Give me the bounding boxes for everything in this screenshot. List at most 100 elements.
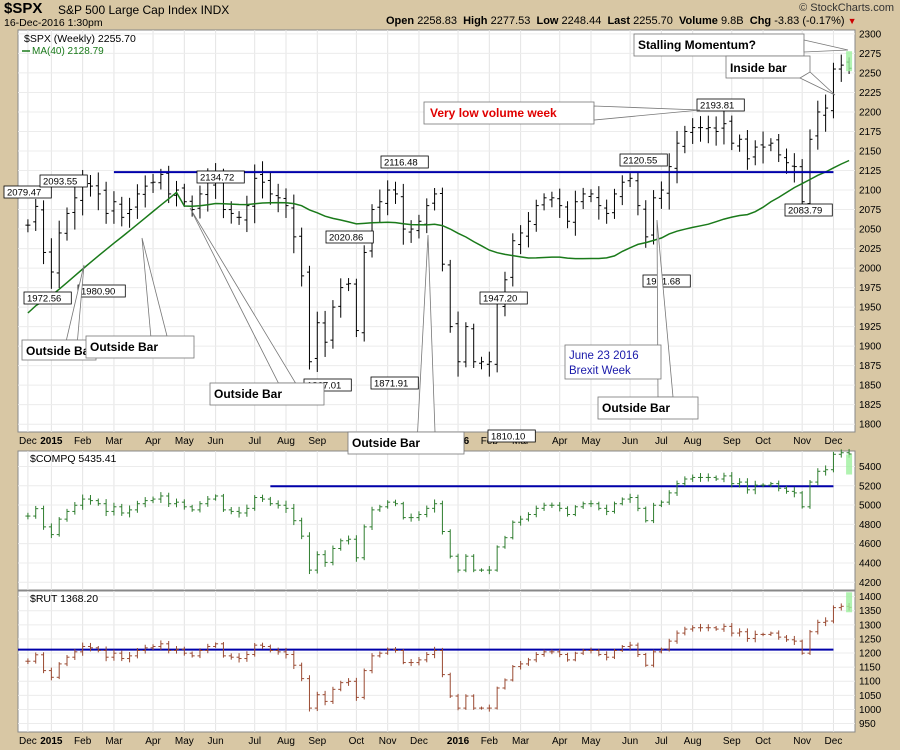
quote-date: 16-Dec-2016 1:30pm bbox=[4, 17, 103, 29]
x-tick-label: Sep bbox=[308, 736, 326, 747]
y-tick-label: 1875 bbox=[859, 361, 882, 372]
annotation-text: Outside Bar bbox=[214, 387, 282, 401]
price-label: 2083.79 bbox=[788, 206, 822, 217]
price-label: 1991.68 bbox=[646, 277, 680, 288]
x-tick-label: May bbox=[175, 736, 194, 747]
price-label-box bbox=[370, 376, 419, 390]
x-tick-label: Apr bbox=[145, 436, 161, 447]
price-label: 1810.10 bbox=[491, 432, 525, 443]
annotation-box bbox=[597, 396, 699, 420]
y-tick-label: 1925 bbox=[859, 322, 882, 333]
x-tick-label: Apr bbox=[552, 436, 568, 447]
y-tick-label: 1150 bbox=[859, 663, 881, 674]
price-label-box bbox=[487, 429, 536, 443]
symbol-title: $SPX bbox=[4, 0, 43, 17]
price-label: 2020.86 bbox=[329, 233, 363, 244]
y-tick-label: 2025 bbox=[859, 244, 882, 255]
y-tick-label: 2275 bbox=[859, 49, 882, 60]
price-label-box bbox=[325, 230, 374, 244]
y-tick-label: 2150 bbox=[859, 146, 882, 157]
x-tick-label: Feb bbox=[74, 436, 92, 447]
x-tick-label: Jun bbox=[208, 436, 224, 447]
annotation-brexit: June 23 2016 bbox=[569, 350, 639, 362]
x-tick-label: May bbox=[175, 436, 194, 447]
x-tick-label: Nov bbox=[793, 736, 811, 747]
price-label-box bbox=[479, 291, 528, 305]
price-label: 2116.48 bbox=[384, 158, 418, 169]
x-tick-label: Mar bbox=[105, 736, 123, 747]
last-bar-highlight bbox=[846, 592, 853, 613]
x-tick-label: Sep bbox=[723, 436, 741, 447]
price-label-box bbox=[619, 153, 668, 167]
x-tick-label: Jul bbox=[248, 436, 261, 447]
chart-header: $SPX S&P 500 Large Cap Index INDX 16-Dec… bbox=[0, 0, 900, 30]
y-tick-label: 4200 bbox=[859, 578, 882, 589]
x-tick-label: Oct bbox=[755, 436, 771, 447]
x-tick-label: Feb bbox=[481, 736, 499, 747]
annotation-inside: Inside bar bbox=[730, 61, 787, 75]
price-label: 2079.47 bbox=[7, 188, 41, 199]
y-tick-label: 1200 bbox=[859, 649, 882, 660]
y-tick-label: 4800 bbox=[859, 520, 882, 531]
y-tick-label: 950 bbox=[859, 719, 876, 730]
y-tick-label: 1850 bbox=[859, 381, 882, 392]
price-label: 1871.91 bbox=[374, 379, 408, 390]
compq-legend: $COMPQ 5435.41 bbox=[30, 453, 117, 465]
x-tick-label: Oct bbox=[755, 736, 771, 747]
price-label-box bbox=[39, 174, 88, 188]
x-tick-label: Sep bbox=[723, 736, 741, 747]
x-tick-label: Nov bbox=[379, 736, 397, 747]
y-tick-label: 2000 bbox=[859, 264, 882, 275]
y-tick-label: 1900 bbox=[859, 342, 882, 353]
annotation-text: Outside Bar bbox=[90, 340, 158, 354]
x-tick-label: Mar bbox=[105, 436, 123, 447]
callout-pointer bbox=[799, 71, 836, 96]
price-label-box bbox=[196, 170, 245, 184]
price-label: 1980.90 bbox=[81, 287, 115, 298]
price-label: 2093.55 bbox=[43, 177, 77, 188]
x-tick-label: Jun bbox=[208, 736, 224, 747]
ma40-line bbox=[27, 159, 850, 314]
price-label: 1947.20 bbox=[483, 294, 517, 305]
y-tick-label: 1950 bbox=[859, 303, 882, 314]
price-label-box bbox=[380, 155, 429, 169]
callout-pointer bbox=[803, 39, 849, 53]
annotation-text: Outside Bar bbox=[352, 436, 420, 450]
index-name: S&P 500 Large Cap Index INDX bbox=[58, 3, 230, 17]
x-tick-label: Dec bbox=[825, 436, 843, 447]
copyright: © StockCharts.com bbox=[799, 2, 894, 14]
x-tick-label: 2015 bbox=[40, 436, 63, 447]
ma-legend: MA(40) 2128.79 bbox=[32, 46, 104, 57]
panel-1 bbox=[17, 450, 856, 591]
price-label: 1972.56 bbox=[27, 294, 61, 305]
price-label-box bbox=[23, 291, 72, 305]
annotation-box bbox=[564, 344, 662, 380]
annotation-box bbox=[725, 55, 811, 79]
x-tick-label: Feb bbox=[74, 736, 92, 747]
x-tick-label: Jun bbox=[622, 436, 638, 447]
y-tick-label: 1000 bbox=[859, 705, 882, 716]
y-tick-label: 2300 bbox=[859, 29, 882, 40]
price-label-box bbox=[642, 274, 691, 288]
spx-legend: $SPX (Weekly) 2255.70 bbox=[24, 33, 136, 45]
last-bar-highlight bbox=[846, 454, 853, 475]
x-tick-label: May bbox=[582, 736, 601, 747]
x-tick-label: Jul bbox=[655, 436, 668, 447]
price-label-box bbox=[696, 98, 745, 112]
x-tick-label: Oct bbox=[349, 736, 365, 747]
annotation-brexit: Brexit Week bbox=[569, 365, 631, 377]
x-tick-label: Aug bbox=[684, 436, 702, 447]
y-tick-label: 2250 bbox=[859, 68, 882, 79]
annotation-box bbox=[347, 431, 465, 455]
x-tick-label: Jun bbox=[622, 736, 638, 747]
panel-0 bbox=[17, 29, 856, 433]
price-label: 2120.55 bbox=[623, 156, 657, 167]
x-tick-label: Jul bbox=[248, 736, 261, 747]
annotation-volume: Very low volume week bbox=[430, 106, 557, 120]
last-bar-highlight bbox=[846, 51, 853, 72]
y-tick-label: 2225 bbox=[859, 88, 882, 99]
x-tick-label: Sep bbox=[308, 436, 326, 447]
x-tick-label: May bbox=[582, 436, 601, 447]
x-tick-label: Apr bbox=[552, 736, 568, 747]
y-tick-label: 1050 bbox=[859, 691, 882, 702]
